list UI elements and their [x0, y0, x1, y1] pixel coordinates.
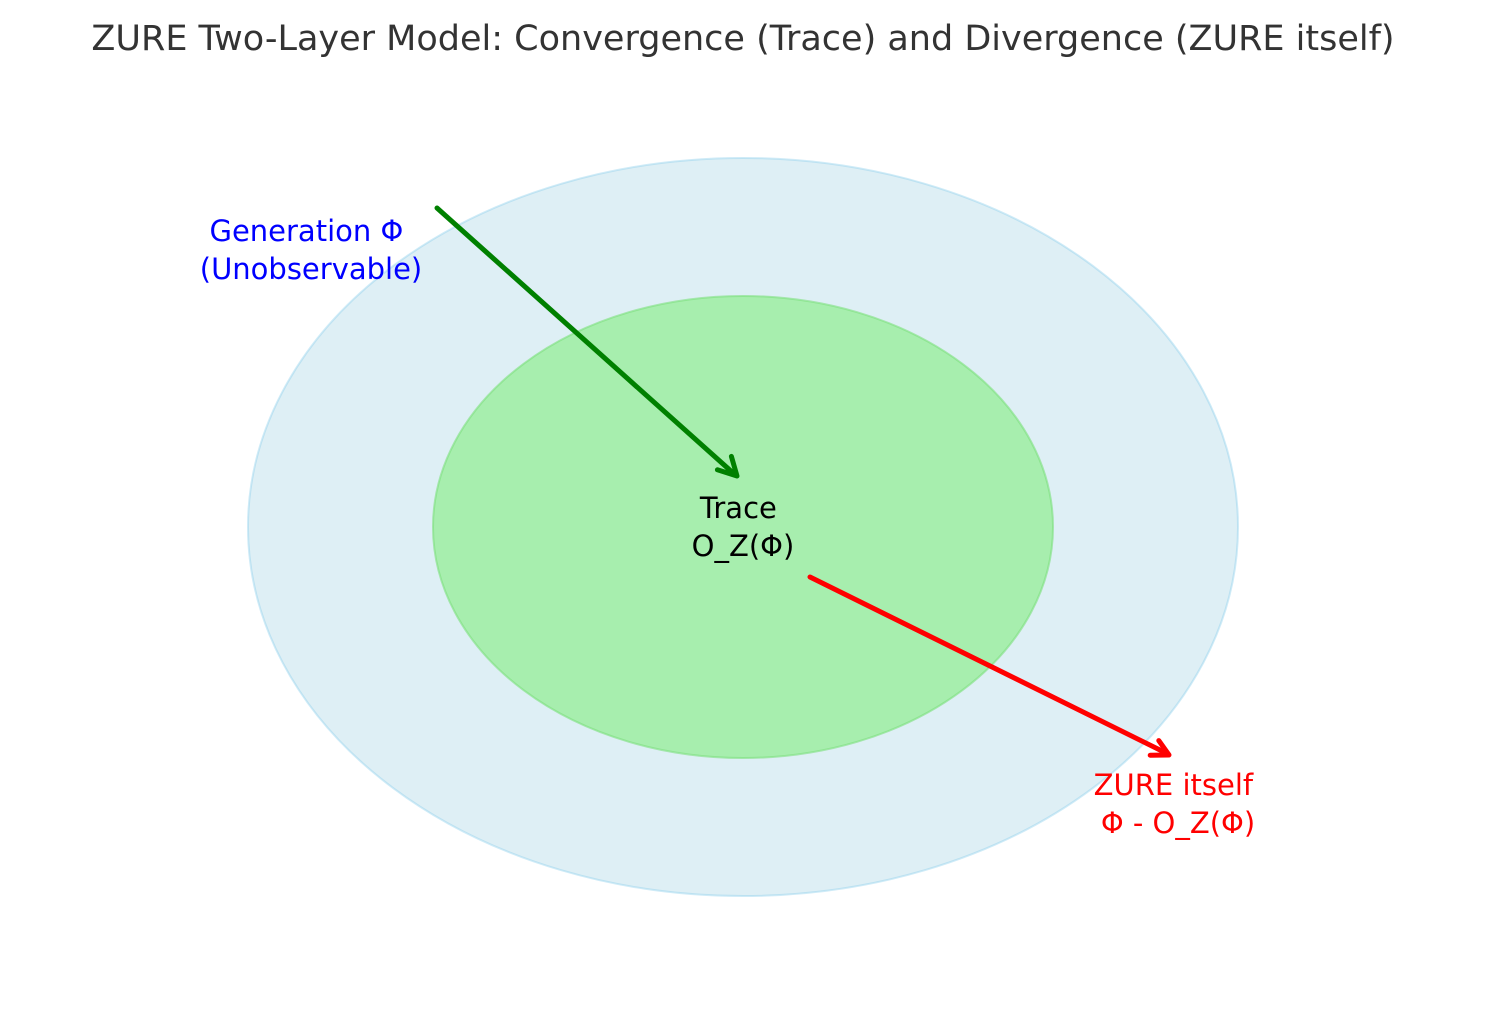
- inner-layer-ellipse: [432, 295, 1054, 759]
- generation-label-line1: Generation Φ: [209, 214, 403, 248]
- diagram-title: ZURE Two-Layer Model: Convergence (Trace…: [91, 19, 1394, 59]
- convergence-arrow: [434, 205, 740, 479]
- zure-label-line1: ZURE itself: [1094, 768, 1254, 802]
- zure-label: ZURE itself Φ - O_Z(Φ): [1094, 768, 1263, 840]
- trace-label-line2: O_Z(Φ): [692, 529, 795, 563]
- divergence-arrow-head: [1147, 738, 1172, 758]
- divergence-arrow-shaft: [807, 574, 1167, 755]
- trace-label-line1: Trace: [699, 491, 777, 525]
- zure-label-line2: Φ - O_Z(Φ): [1101, 806, 1255, 840]
- trace-label: Trace O_Z(Φ): [692, 491, 795, 563]
- convergence-arrow-shaft: [434, 205, 735, 475]
- convergence-arrow-head: [714, 453, 740, 479]
- divergence-arrow: [807, 574, 1172, 758]
- generation-label-line2: (Unobservable): [200, 252, 423, 286]
- generation-label: Generation Φ (Unobservable): [200, 214, 423, 286]
